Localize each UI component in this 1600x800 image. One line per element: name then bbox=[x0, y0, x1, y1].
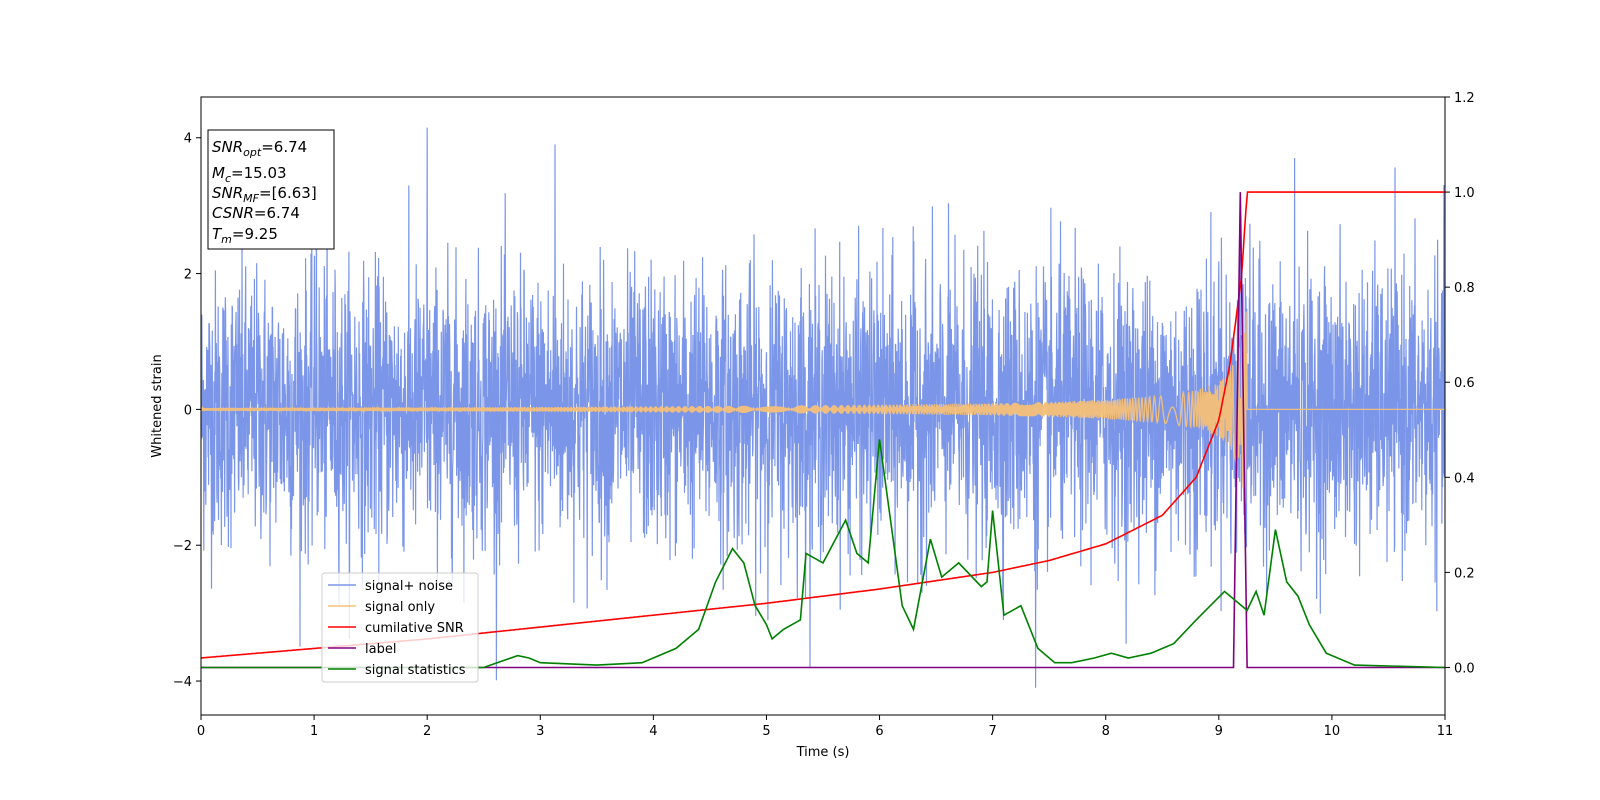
annotation-tm: Tm=9.25 bbox=[212, 225, 278, 246]
x-tick-label: 7 bbox=[988, 724, 996, 739]
x-tick-label: 9 bbox=[1215, 724, 1223, 739]
legend-label-signal-only: signal only bbox=[365, 600, 435, 615]
legend-label-signal-noise: signal+ noise bbox=[365, 579, 453, 594]
y-axis-label: Whitened strain bbox=[150, 354, 165, 457]
y-tick-label-right: 1.2 bbox=[1454, 91, 1475, 106]
x-tick-label: 1 bbox=[310, 724, 318, 739]
x-tick-label: 3 bbox=[536, 724, 544, 739]
y-tick-label-right: 0.2 bbox=[1454, 566, 1475, 581]
legend-label-cumulative-snr: cumilative SNR bbox=[365, 621, 464, 636]
annotation-mc: Mc=15.03 bbox=[212, 164, 287, 185]
y-tick-label-left: 2 bbox=[184, 268, 192, 283]
annotation-csnr: CSNR=6.74 bbox=[212, 204, 300, 222]
x-tick-label: 5 bbox=[762, 724, 770, 739]
x-tick-label: 8 bbox=[1102, 724, 1110, 739]
annotation-box: SNRopt=6.74 Mc=15.03 SNRMF=[6.63] CSNR=6… bbox=[207, 129, 335, 250]
y-tick-label-right: 0.4 bbox=[1454, 471, 1475, 486]
x-tick-label: 2 bbox=[423, 724, 431, 739]
annotation-snr-mf: SNRMF=[6.63] bbox=[212, 184, 317, 205]
series-label bbox=[201, 192, 1445, 669]
x-tick-label: 6 bbox=[875, 724, 883, 739]
y-axis-left: −4 −2 0 2 4 bbox=[173, 132, 201, 690]
legend: signal+ noise signal only cumilative SNR… bbox=[321, 572, 479, 683]
axes-frame bbox=[200, 96, 1446, 716]
annotation-snr-opt: SNRopt=6.74 bbox=[212, 138, 307, 159]
series-signal-statistics bbox=[201, 439, 1446, 669]
x-tick-label: 11 bbox=[1437, 724, 1454, 739]
y-tick-label-right: 0.6 bbox=[1454, 376, 1475, 391]
x-axis-label: Time (s) bbox=[796, 745, 850, 760]
y-tick-label-right: 1.0 bbox=[1454, 186, 1475, 201]
y-axis-right: 0.0 0.2 0.4 0.6 0.8 1.0 1.2 bbox=[1445, 91, 1475, 676]
y-tick-label-left: −4 bbox=[173, 675, 192, 690]
y-tick-label-left: 4 bbox=[184, 132, 192, 147]
legend-label-signal-statistics: signal statistics bbox=[365, 663, 466, 678]
annotation-frame bbox=[207, 129, 335, 250]
x-tick-label: 10 bbox=[1324, 724, 1341, 739]
x-tick-label: 0 bbox=[197, 724, 205, 739]
x-tick-label: 4 bbox=[649, 724, 657, 739]
y-tick-label-right: 0.8 bbox=[1454, 281, 1475, 296]
y-tick-label-left: 0 bbox=[184, 403, 192, 418]
y-tick-label-left: −2 bbox=[173, 539, 192, 554]
y-tick-label-right: 0.0 bbox=[1454, 661, 1475, 676]
legend-label-label: label bbox=[365, 642, 396, 657]
legend-frame bbox=[321, 572, 479, 683]
x-axis: 0 1 2 3 4 5 6 7 8 9 10 11 bbox=[197, 715, 1453, 739]
